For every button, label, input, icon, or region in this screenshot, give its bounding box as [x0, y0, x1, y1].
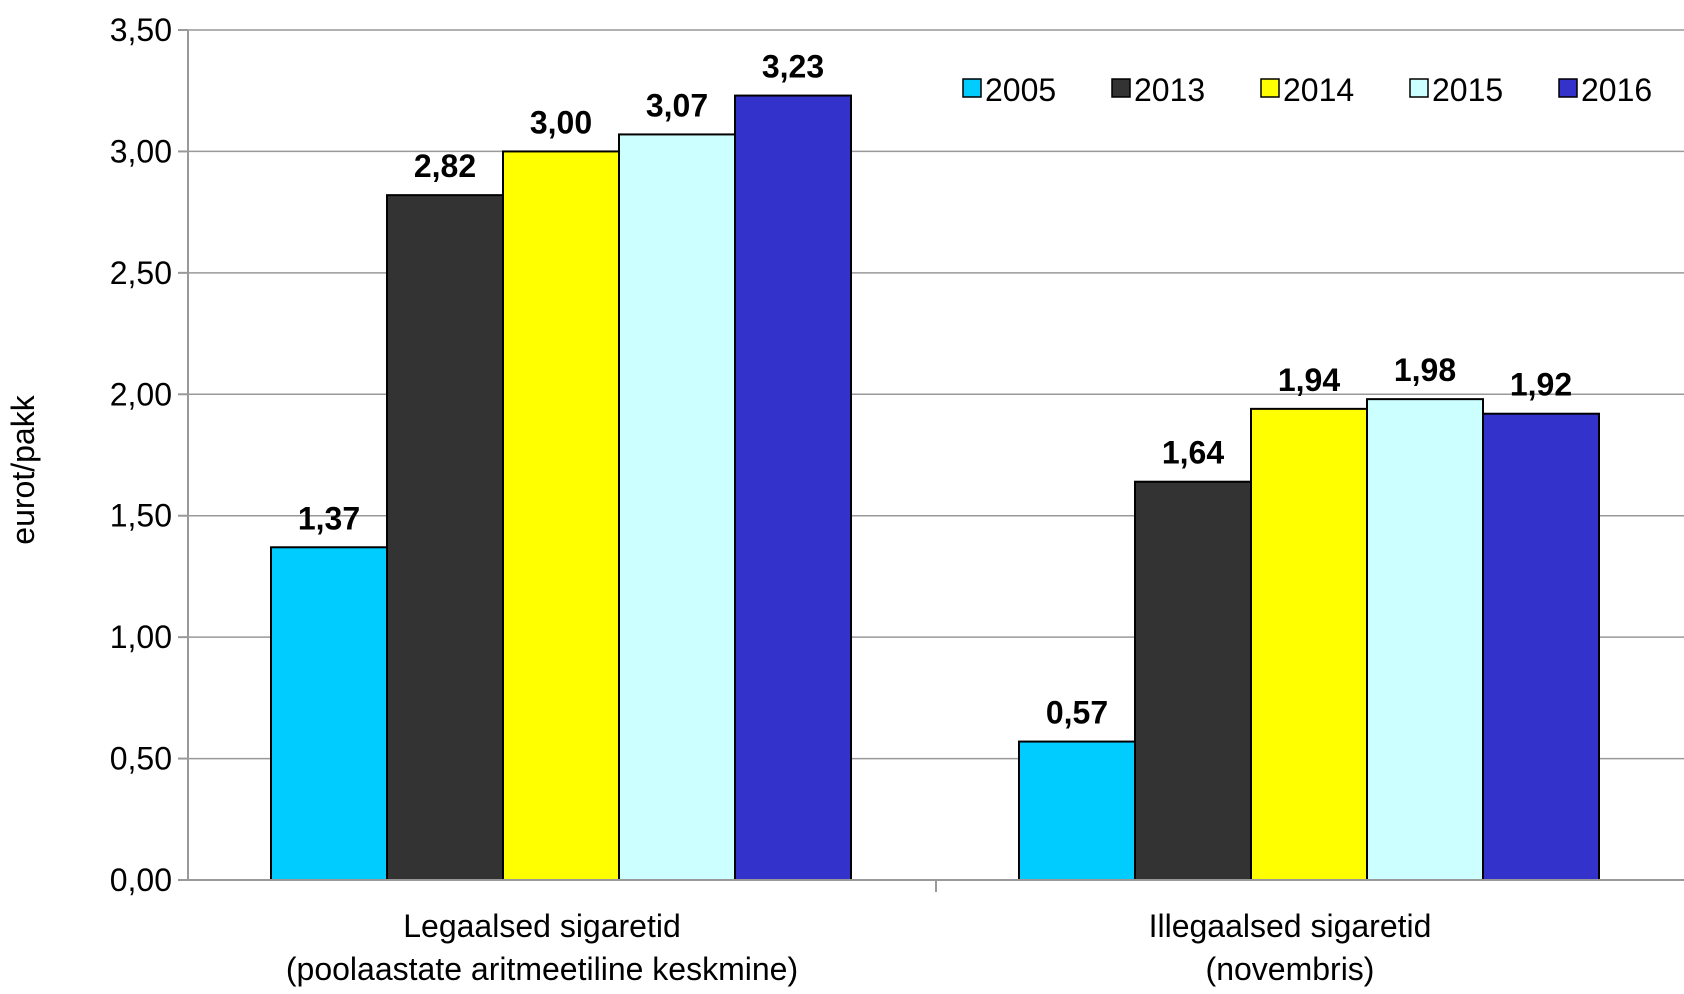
- y-tick-label: 0,50: [110, 741, 172, 777]
- data-label: 1,94: [1278, 362, 1340, 398]
- y-tick-label: 0,00: [110, 862, 172, 898]
- bar-2013: [386, 194, 504, 881]
- category-labels: Legaalsed sigaretid (poolaastate aritmeet…: [286, 908, 1432, 987]
- y-tick-label: 3,00: [110, 133, 172, 169]
- y-tick-label: 3,50: [110, 12, 172, 48]
- legend-swatch: [1558, 78, 1578, 98]
- bar-2015: [618, 133, 736, 881]
- bar-2014: [1250, 407, 1368, 881]
- legend-label: 2013: [1134, 72, 1205, 108]
- legend-swatch: [962, 78, 982, 98]
- axes: [178, 29, 1684, 892]
- legend-label: 2014: [1283, 72, 1354, 108]
- value-labels: 1,37 2,82 3,00 3,07 3,23 0,57 1,64 1,94 1,98 1,92: [298, 49, 1572, 731]
- y-axis-label: eurot/pakk: [5, 394, 41, 544]
- bar-2015: [1366, 398, 1484, 881]
- x-category-label: (novembris): [1206, 951, 1375, 987]
- legend-label: 2015: [1432, 72, 1503, 108]
- y-tick-label: 2,00: [110, 376, 172, 412]
- legend-swatch: [1260, 78, 1280, 98]
- data-label: 1,37: [298, 500, 360, 536]
- bars: [270, 94, 1600, 882]
- legend-swatch: [1111, 78, 1131, 98]
- data-label: 3,23: [762, 49, 824, 85]
- legend-label: 2016: [1581, 72, 1652, 108]
- y-tick-label: 1,50: [110, 498, 172, 534]
- bar-2016: [734, 94, 852, 882]
- bar-2016: [1482, 412, 1600, 881]
- data-label: 0,57: [1046, 695, 1108, 731]
- x-category-label: (poolaastate aritmeetiline keskmine): [286, 951, 798, 987]
- data-label: 3,00: [530, 104, 592, 140]
- bar-2005: [270, 546, 388, 881]
- y-tick-label: 1,00: [110, 619, 172, 655]
- bar-2014: [502, 150, 620, 881]
- bar-2013: [1134, 480, 1252, 881]
- data-label: 1,64: [1162, 435, 1224, 471]
- y-tick-label: 2,50: [110, 255, 172, 291]
- y-tick-labels: 0,00 0,50 1,00 1,50 2,00 2,50 3,00 3,50: [110, 12, 172, 898]
- data-label: 1,98: [1394, 352, 1456, 388]
- data-label: 3,07: [646, 87, 708, 123]
- x-category-label: Legaalsed sigaretid: [403, 908, 681, 944]
- x-category-label: Illegaalsed sigaretid: [1149, 908, 1432, 944]
- legend-label: 2005: [985, 72, 1056, 108]
- bar-2005: [1018, 740, 1136, 881]
- legend: 2005 2013 2014 2015 2016: [962, 72, 1652, 108]
- data-label: 2,82: [414, 148, 476, 184]
- legend-swatch: [1409, 78, 1429, 98]
- data-label: 1,92: [1510, 367, 1572, 403]
